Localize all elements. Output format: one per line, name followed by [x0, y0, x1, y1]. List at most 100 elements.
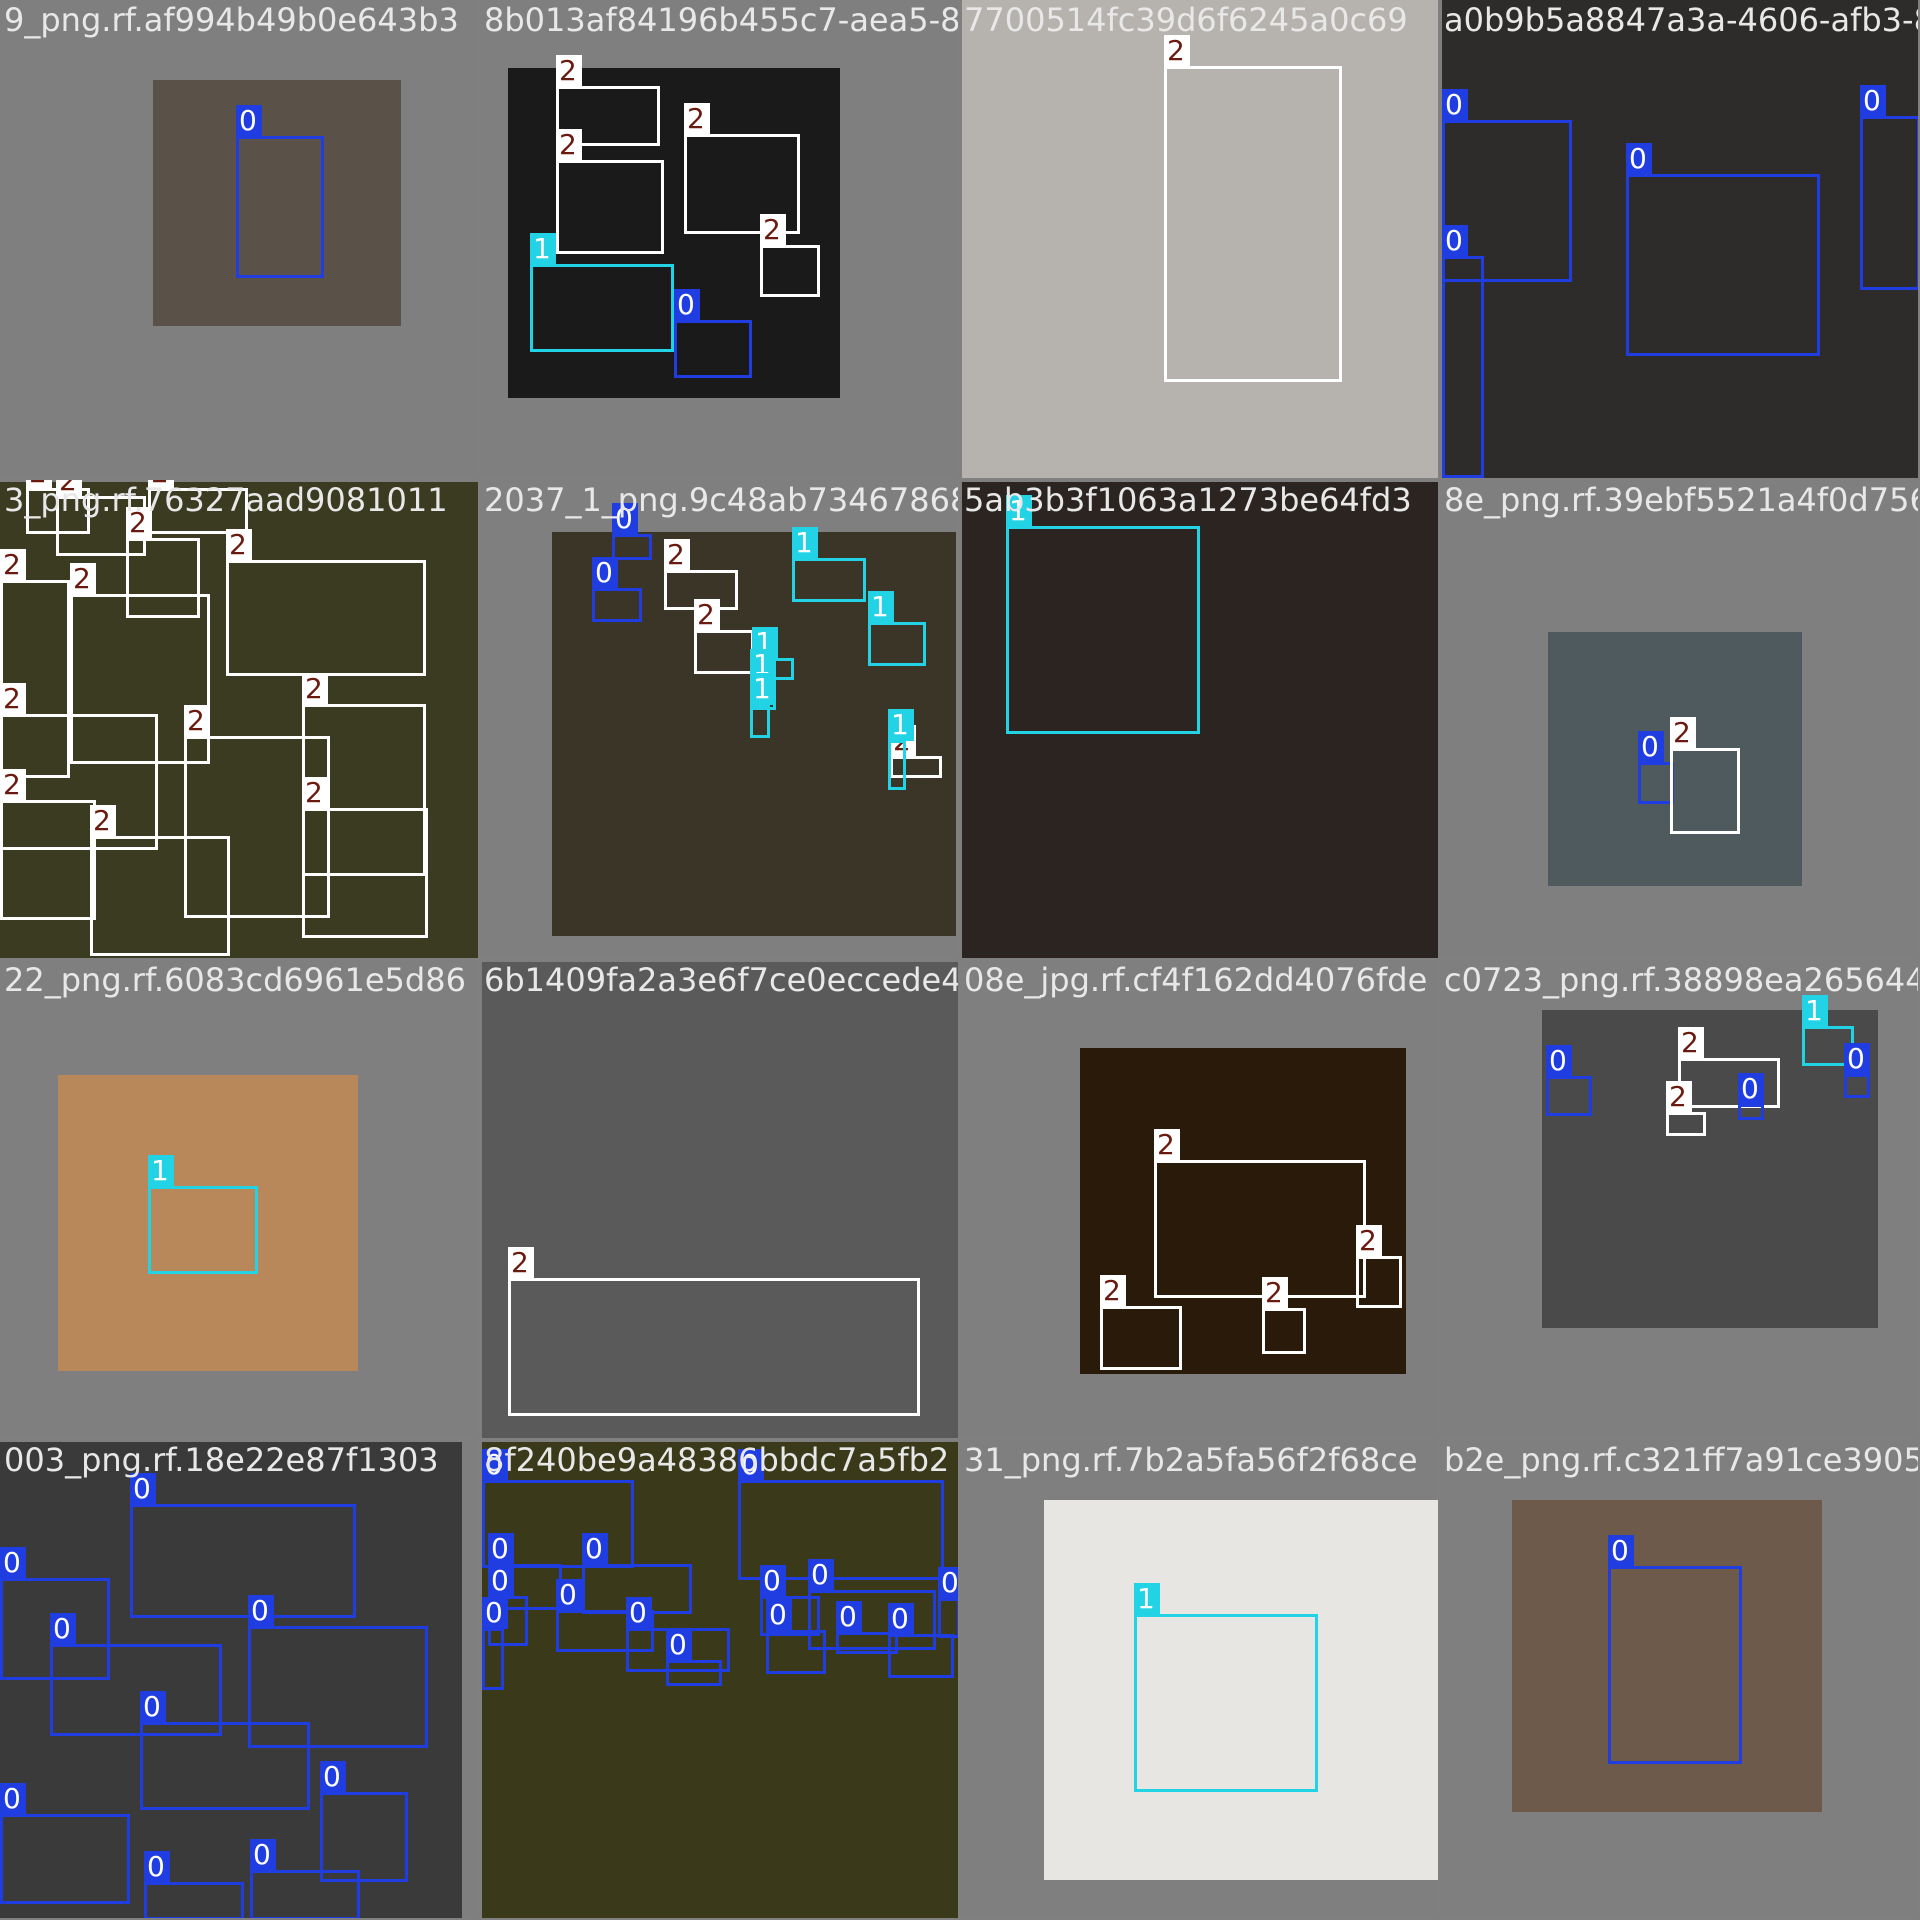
- grid-tile: 7700514fc39d6f6245a0c69 2: [960, 0, 1438, 478]
- bounding-box-class-0: 0: [1738, 1073, 1764, 1120]
- bounding-box-class-0: 0: [612, 503, 652, 560]
- class-label: 2: [90, 805, 116, 837]
- bounding-box-class-2: 2: [556, 129, 664, 254]
- bounding-box-class-0: 0: [836, 1601, 898, 1654]
- bounding-box-class-2: 2: [1666, 1081, 1706, 1136]
- bounding-box-class-0: 0: [674, 289, 752, 378]
- tile-filename: 7700514fc39d6f6245a0c69: [964, 1, 1408, 39]
- bounding-box-class-2: 2: [694, 599, 754, 674]
- bounding-box-class-1: 1: [868, 591, 926, 666]
- class-label: 2: [1670, 717, 1696, 749]
- bounding-box-class-0: 0: [236, 105, 324, 278]
- class-label: 2: [56, 480, 82, 497]
- class-label: 0: [248, 1595, 274, 1627]
- bounding-box-class-0: 0: [0, 1783, 130, 1904]
- class-label: 1: [1134, 1583, 1160, 1615]
- class-label: 1: [792, 527, 818, 559]
- tile-filename: 5ab3b3f1063a1273be64fd3: [964, 481, 1412, 519]
- tile-filename: 2037_1_png.9c48ab73467868425: [484, 481, 958, 519]
- class-label: 0: [836, 1601, 862, 1633]
- class-label: 0: [888, 1603, 914, 1635]
- class-label: 2: [1100, 1275, 1126, 1307]
- class-label: 0: [1860, 85, 1886, 117]
- class-label: 2: [1164, 35, 1190, 67]
- class-label: 0: [738, 1449, 764, 1481]
- grid-tile: a0b9b5a8847a3a-4606-afb3-8 0 0 0 0: [1440, 0, 1918, 478]
- grid-tile: 8b013af84196b455c7-aea5-8a 2 2 2 2 1 0: [480, 0, 958, 478]
- bounding-box-class-0: 0: [50, 1613, 222, 1736]
- tile-filename: 22_png.rf.6083cd6961e5d86: [4, 961, 466, 999]
- class-label: 2: [0, 769, 26, 801]
- class-label: 0: [488, 1565, 514, 1597]
- bounding-box-class-1: 1: [148, 1155, 258, 1274]
- grid-tile: 31_png.rf.7b2a5fa56f2f68ce 1: [960, 1440, 1438, 1918]
- class-label: 0: [482, 1449, 508, 1481]
- class-label: 2: [1154, 1129, 1180, 1161]
- bounding-box-class-0: 0: [248, 1595, 428, 1748]
- tile-filename: 8b013af84196b455c7-aea5-8a: [484, 1, 958, 39]
- class-label: 0: [488, 1533, 514, 1565]
- tile-photo: [482, 962, 958, 1438]
- class-label: 0: [556, 1579, 582, 1611]
- class-label: 2: [148, 480, 174, 489]
- class-label: 2: [0, 683, 26, 715]
- bounding-box-class-2: 2: [302, 777, 428, 938]
- tile-photo: [1044, 1500, 1438, 1880]
- bounding-box-class-2: 2: [90, 805, 230, 956]
- class-label: 2: [226, 529, 252, 561]
- tile-photo: [1548, 632, 1802, 886]
- class-label: 0: [236, 105, 262, 137]
- class-label: 0: [1546, 1045, 1572, 1077]
- bounding-box-class-2: 2: [556, 55, 660, 146]
- class-label: 0: [666, 1629, 692, 1661]
- class-label: 0: [1638, 731, 1664, 763]
- class-label: 0: [140, 1691, 166, 1723]
- bounding-box-class-0: 0: [140, 1691, 310, 1810]
- class-label: 1: [888, 709, 914, 741]
- class-label: 0: [482, 1597, 508, 1629]
- bounding-box-class-0: 0: [1546, 1045, 1592, 1116]
- bounding-box-class-2: 2: [126, 507, 200, 618]
- class-label: 1: [148, 1155, 174, 1187]
- class-label: 2: [664, 539, 690, 571]
- grid-tile: c0723_png.rf.38898ea265644f 1 0 2 2 0 0: [1440, 960, 1918, 1438]
- class-label: 0: [808, 1559, 834, 1591]
- bounding-box-class-0: 0: [738, 1449, 944, 1580]
- class-label: 0: [766, 1599, 792, 1631]
- bounding-box-class-0: 0: [666, 1629, 722, 1686]
- class-label: 2: [508, 1247, 534, 1279]
- bounding-box-class-1: 1: [1134, 1583, 1318, 1792]
- tile-filename: a0b9b5a8847a3a-4606-afb3-8: [1444, 1, 1918, 39]
- bounding-box-class-2: 2: [0, 769, 96, 920]
- class-label: 1: [1802, 995, 1828, 1027]
- class-label: 0: [1738, 1073, 1764, 1105]
- bounding-box-class-0: 0: [1442, 225, 1484, 478]
- class-label: 0: [1442, 225, 1468, 257]
- tile-filename: 8f240be9a48386bbdc7a5fb2: [484, 1441, 950, 1479]
- class-label: 0: [144, 1851, 170, 1883]
- bounding-box-class-2: 2: [1670, 717, 1740, 834]
- tile-filename: 08e_jpg.rf.cf4f162dd4076fde: [964, 961, 1428, 999]
- class-label: 2: [1678, 1027, 1704, 1059]
- tile-filename: 3_png.rf.76327aad9081011: [4, 481, 448, 519]
- bounding-box-class-0: 0: [320, 1761, 408, 1882]
- bounding-box-class-1: 1: [1006, 495, 1200, 734]
- bounding-box-class-0: 0: [0, 1547, 110, 1680]
- class-label: 0: [320, 1761, 346, 1793]
- bounding-box-class-0: 0: [250, 1839, 360, 1918]
- grid-tile: 08e_jpg.rf.cf4f162dd4076fde 2 2 2 2: [960, 960, 1438, 1438]
- class-label: 2: [302, 673, 328, 705]
- bounding-box-class-2: 2: [1100, 1275, 1182, 1370]
- class-label: 2: [184, 705, 210, 737]
- grid-tile: 6b1409fa2a3e6f7ce0eccede40 2: [480, 960, 958, 1438]
- grid-tile: 8f240be9a48386bbdc7a5fb2 0 0 0 0 0 0 0 0 0 0 0 0 0 0 0: [480, 1440, 958, 1918]
- class-label: 0: [1442, 89, 1468, 121]
- grid-tile: 003_png.rf.18e22e87f1303 0 0 0 0 0 0 0 0 0: [0, 1440, 478, 1918]
- bounding-box-class-2: 2: [1356, 1225, 1402, 1308]
- class-label: 0: [612, 503, 638, 535]
- grid-tile: 22_png.rf.6083cd6961e5d86 1: [0, 960, 478, 1438]
- tile-photo: [1080, 1048, 1406, 1374]
- bounding-box-class-0: 0: [1860, 85, 1918, 290]
- class-label: 2: [26, 480, 52, 489]
